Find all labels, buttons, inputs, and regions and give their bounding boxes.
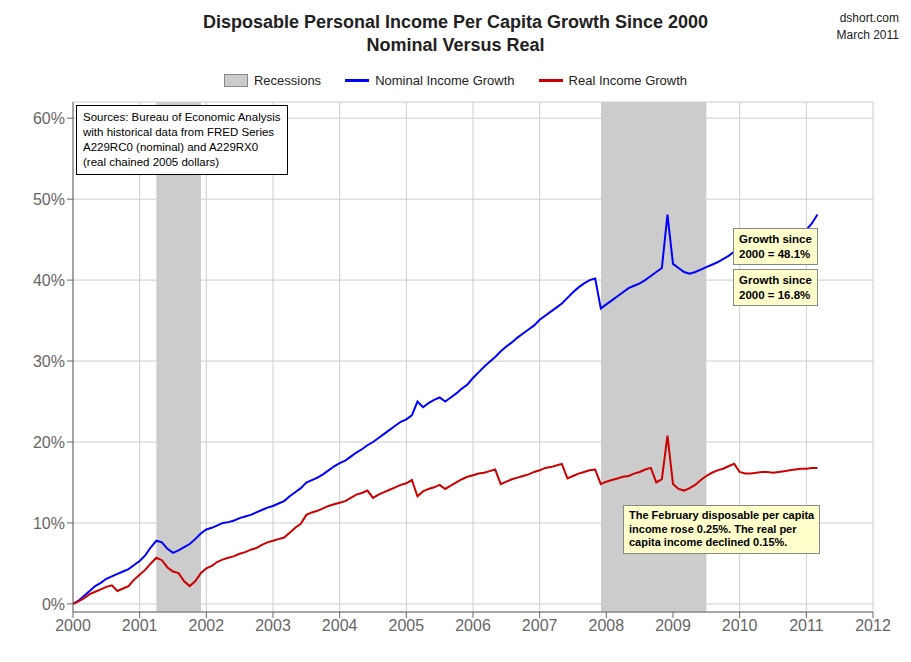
html-text:Real Income Growth: Real Income Growth <box>568 72 688 88</box>
svg-text:2012: 2012 <box>855 617 891 634</box>
html-text:Nominal Versus Real: Nominal Versus Real <box>366 35 545 55</box>
svg-text:2010: 2010 <box>722 617 758 634</box>
svg-text:40%: 40% <box>33 272 65 289</box>
svg-text:0%: 0% <box>42 596 65 613</box>
svg-text:2003: 2003 <box>255 617 291 634</box>
html-text:Recessions: Recessions <box>253 72 322 88</box>
html-text:Disposable Personal Income Per: Disposable Personal Income Per Capita Gr… <box>202 12 709 32</box>
svg-text:2001: 2001 <box>122 617 158 634</box>
html-text:March 2011: March 2011 <box>836 27 899 42</box>
html-text:The February disposable per ca: The February disposable per capita incom… <box>629 508 815 549</box>
svg-text:2004: 2004 <box>322 617 358 634</box>
svg-text:50%: 50% <box>33 191 65 208</box>
svg-text:2007: 2007 <box>522 617 558 634</box>
svg-text:2002: 2002 <box>189 617 225 634</box>
svg-text:10%: 10% <box>33 515 65 532</box>
html-text:Growth since 2000 = 16.8%: Growth since 2000 = 16.8% <box>739 274 812 301</box>
html-text:Nominal Income Growth: Nominal Income Growth <box>375 72 515 88</box>
html-text:Growth since 2000 = 48.1%: Growth since 2000 = 48.1% <box>739 233 812 260</box>
svg-text:60%: 60% <box>33 110 65 127</box>
svg-text:2011: 2011 <box>789 617 824 634</box>
svg-text:2009: 2009 <box>655 617 691 634</box>
svg-text:2008: 2008 <box>589 617 625 634</box>
svg-text:20%: 20% <box>33 434 65 451</box>
html-text:Sources: Bureau of Economic An: Sources: Bureau of Economic Analysis wit… <box>83 111 281 168</box>
svg-text:2006: 2006 <box>455 617 491 634</box>
svg-text:2005: 2005 <box>389 617 425 634</box>
svg-text:30%: 30% <box>33 353 65 370</box>
svg-text:2000: 2000 <box>55 617 91 634</box>
html-text:dshort.com: dshort.com <box>839 11 899 25</box>
